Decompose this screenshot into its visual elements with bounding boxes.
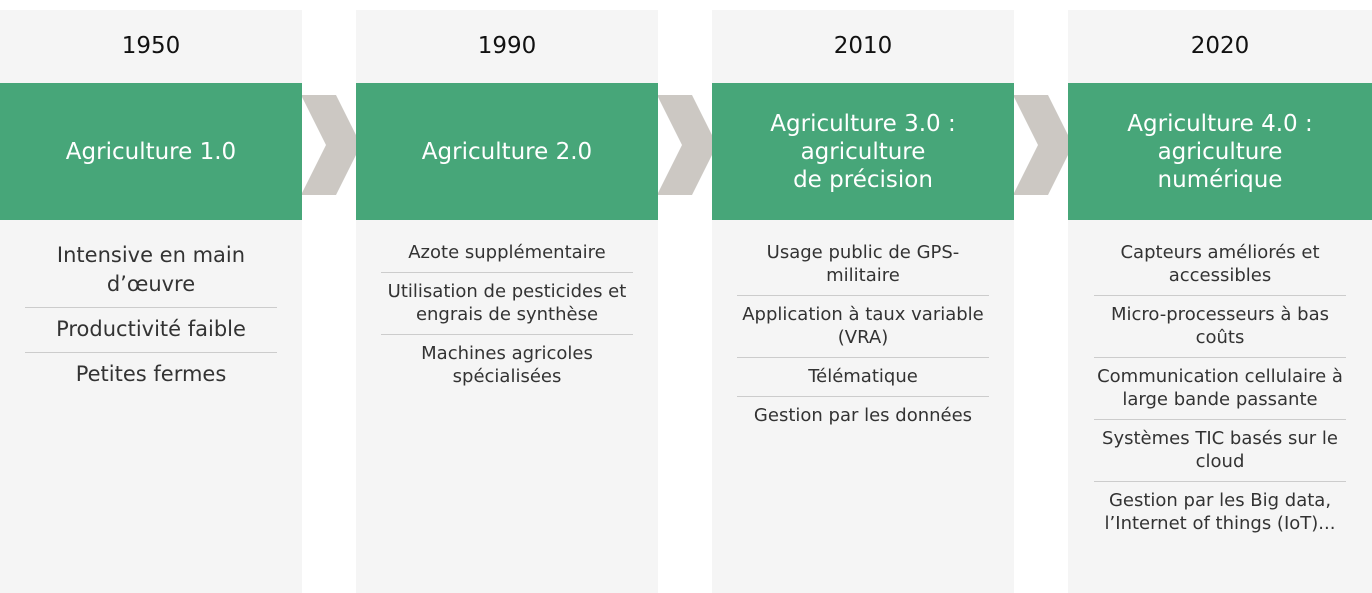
item: Machines agricoles spécialisées <box>421 343 593 387</box>
item: Systèmes TIC basés sur le cloud <box>1094 420 1346 482</box>
items: Intensive en main d’œuvre Productivité fa… <box>0 220 302 397</box>
item: Gestion par les Big data, l’Internet of … <box>1104 490 1336 534</box>
chevron <box>301 95 361 195</box>
stage-title: de précision <box>793 166 933 193</box>
item: Télématique <box>737 358 989 397</box>
item: Intensive en main d’œuvre <box>25 234 277 308</box>
item: Azote supplémentaire <box>381 234 633 273</box>
stage-title: agriculture <box>800 138 926 165</box>
stage-band: Agriculture 3.0 : agriculture de précision <box>712 83 1014 220</box>
items: Capteurs améliorés et accessibles Micro-p… <box>1068 220 1372 543</box>
item: Application à taux variable (VRA) <box>737 296 989 358</box>
stage-title: Agriculture 1.0 <box>65 138 237 165</box>
year: 2010 <box>833 33 893 59</box>
year: 1950 <box>121 33 181 59</box>
stage-band: Agriculture 4.0 : agriculture numérique <box>1068 83 1372 220</box>
item: Productivité faible <box>25 308 277 353</box>
stage-title: Agriculture 2.0 <box>421 138 593 165</box>
column: 1950 Agriculture 1.0 Intensive en main d’œ… <box>0 10 302 593</box>
stage-title: Agriculture 3.0 : <box>770 110 956 137</box>
year: 2020 <box>1190 33 1250 59</box>
item: Capteurs améliorés et accessibles <box>1094 234 1346 296</box>
column: 2010 Agriculture 3.0 : agriculture de préci… <box>712 10 1014 593</box>
items: Usage public de GPS-militaire Application… <box>712 220 1014 435</box>
chevron <box>657 95 717 195</box>
item: Utilisation de pesticides et engrais de … <box>381 273 633 335</box>
item: Petites fermes <box>75 362 227 386</box>
column: 1990 Agriculture 2.0 Azote supplémentaire U… <box>356 10 658 593</box>
column: 2020 Agriculture 4.0 : agriculture numériqu… <box>1068 10 1372 593</box>
item: Communication cellulaire à large bande p… <box>1094 358 1346 420</box>
year: 1990 <box>477 33 537 59</box>
stage-title: numérique <box>1157 166 1283 193</box>
item: Micro-processeurs à bas coûts <box>1094 296 1346 358</box>
stage-band: Agriculture 1.0 <box>0 83 302 220</box>
stage-title: agriculture <box>1157 138 1283 165</box>
item: Gestion par les données <box>753 405 973 426</box>
item: Usage public de GPS-militaire <box>737 234 989 296</box>
chevron <box>1013 95 1073 195</box>
stage-band: Agriculture 2.0 <box>356 83 658 220</box>
items: Azote supplémentaire Utilisation de pesti… <box>356 220 658 396</box>
stage-title: Agriculture 4.0 : <box>1127 110 1313 137</box>
